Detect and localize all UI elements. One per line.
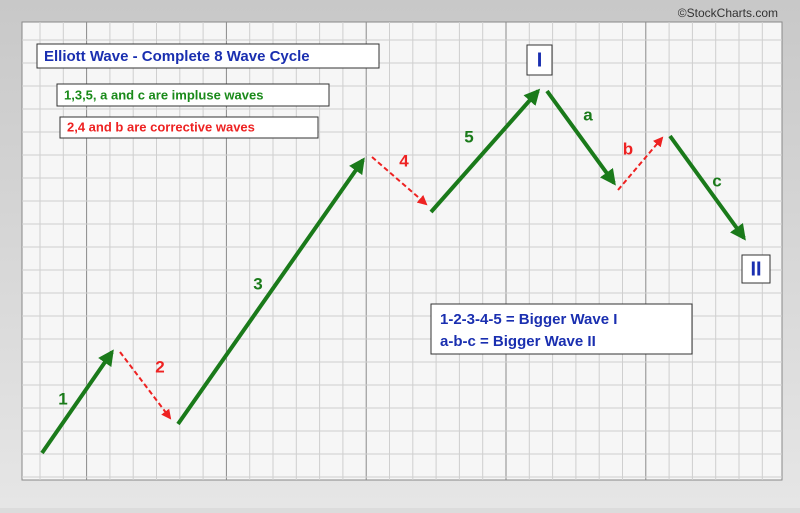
wave-label: 5 bbox=[464, 127, 473, 146]
peak-box bbox=[741, 254, 771, 284]
note-box bbox=[59, 116, 319, 139]
peak-box bbox=[526, 44, 553, 76]
summary-line: a-b-c = Bigger Wave II bbox=[440, 333, 596, 350]
arrow-2 bbox=[119, 351, 172, 420]
wave-label: c bbox=[712, 171, 721, 190]
wave-label: 1 bbox=[58, 389, 67, 408]
summary-line: 1-2-3-4-5 = Bigger Wave I bbox=[440, 311, 617, 328]
arrow-1 bbox=[40, 349, 114, 455]
peak-label: I bbox=[537, 49, 543, 71]
watermark: ©StockCharts.com bbox=[678, 6, 778, 20]
arrow-a bbox=[545, 89, 616, 186]
wave-label: 2 bbox=[155, 357, 164, 376]
title-box bbox=[36, 43, 380, 69]
wave-label: b bbox=[623, 139, 633, 158]
arrow-4 bbox=[371, 156, 428, 206]
corrective-note: 2,4 and b are corrective waves bbox=[67, 119, 255, 134]
note-box bbox=[56, 83, 330, 107]
arrow-b bbox=[617, 136, 664, 191]
wave-label: a bbox=[583, 105, 593, 124]
arrow-5 bbox=[429, 88, 541, 214]
impulse-note: 1,3,5, a and c are impluse waves bbox=[64, 87, 263, 102]
summary-box bbox=[430, 303, 693, 355]
arrow-3 bbox=[176, 157, 365, 426]
arrow-c bbox=[668, 134, 746, 241]
peak-label: II bbox=[750, 258, 761, 280]
arrows bbox=[40, 88, 746, 455]
wave-label: 4 bbox=[399, 151, 409, 170]
wave-label: 3 bbox=[253, 274, 262, 293]
title: Elliott Wave - Complete 8 Wave Cycle bbox=[44, 48, 310, 65]
